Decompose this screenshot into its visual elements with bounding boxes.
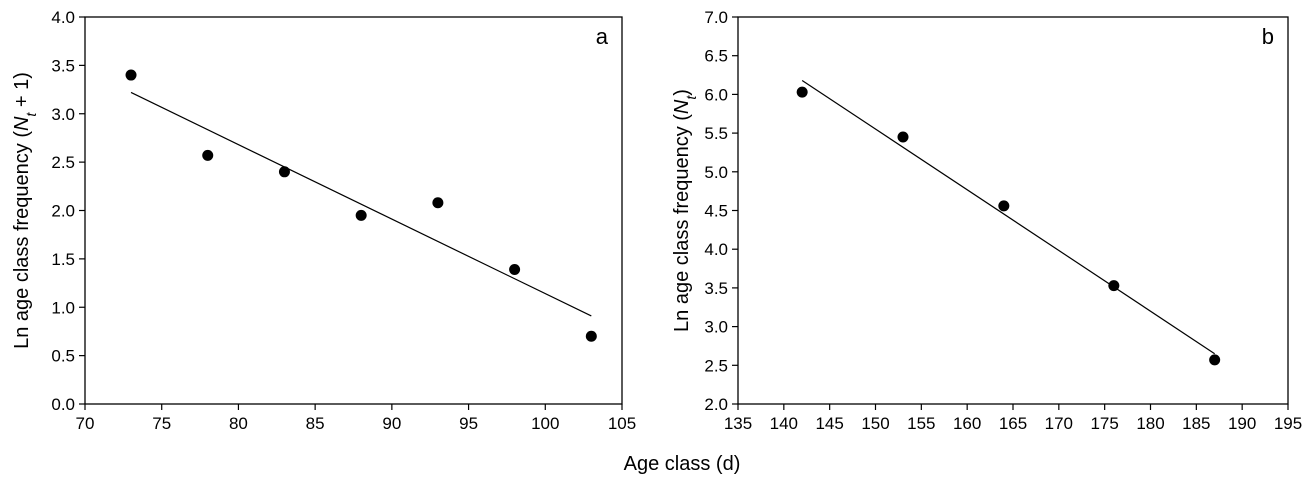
y-axis-title-part: t (23, 112, 39, 117)
y-tick-label: 1.0 (51, 298, 75, 317)
y-tick-label: 5.5 (704, 124, 728, 143)
y-tick-label: 7.0 (704, 8, 728, 27)
panel-label-a: a (596, 24, 609, 49)
y-tick-label: 3.5 (704, 279, 728, 298)
y-tick-label: 2.0 (704, 395, 728, 414)
data-point (202, 149, 214, 161)
data-point (355, 209, 367, 221)
x-tick-label: 75 (152, 414, 171, 433)
regression-line (801, 79, 1215, 355)
y-tick-label: 6.5 (704, 47, 728, 66)
x-tick-label: 135 (724, 414, 752, 433)
x-tick-label: 190 (1228, 414, 1256, 433)
y-axis-title-part: t (683, 95, 699, 100)
x-axis-title: Age class (d) (624, 453, 741, 475)
y-tick-label: 3.0 (704, 318, 728, 337)
x-tick-label: 95 (459, 414, 478, 433)
y-tick-label: 5.0 (704, 163, 728, 182)
x-tick-label: 185 (1182, 414, 1210, 433)
x-tick-label: 165 (999, 414, 1027, 433)
plot-frame (737, 16, 1289, 405)
y-tick-label: 1.5 (51, 250, 75, 269)
data-point (796, 86, 808, 98)
chart-panel-a: 70 75 80 85 90 95 100 105 0.0 0.5 1.0 1.5 2.0 2.5 3.0 3… (11, 8, 636, 433)
y-axis-title-part: Ln age class frequency ( (11, 131, 33, 349)
y-tick-label: 0.0 (51, 395, 75, 414)
x-tick-label: 170 (1045, 414, 1073, 433)
data-point (125, 69, 137, 81)
y-tick-label: 2.5 (51, 153, 75, 172)
plot-frame (84, 16, 623, 405)
y-tick-label: 3.5 (51, 56, 75, 75)
x-tick-label: 195 (1274, 414, 1302, 433)
x-tick-label: 90 (382, 414, 401, 433)
y-tick-label: 4.5 (704, 202, 728, 221)
x-tick-label: 175 (1090, 414, 1118, 433)
y-tick-label: 6.0 (704, 85, 728, 104)
x-tick-label: 150 (861, 414, 889, 433)
y-tick-label: 3.0 (51, 105, 75, 124)
y-tick-label: 0.5 (51, 347, 75, 366)
data-point (1108, 280, 1120, 292)
y-axis-title-part: N (11, 116, 33, 131)
x-tick-label: 105 (608, 414, 636, 433)
y-axis-title-part: + 1) (11, 72, 33, 113)
y-axis-title-part: ) (671, 89, 693, 96)
y-tick-label: 4.0 (51, 8, 75, 27)
y-tick-label: 2.5 (704, 356, 728, 375)
y-axis-title-part: Ln age class frequency ( (671, 114, 693, 332)
x-tick-label: 155 (907, 414, 935, 433)
x-tick-label: 85 (306, 414, 325, 433)
x-tick-label: 180 (1136, 414, 1164, 433)
x-tick-label: 145 (815, 414, 843, 433)
x-tick-label: 100 (531, 414, 559, 433)
x-tick-label: 70 (76, 414, 95, 433)
data-point (509, 264, 521, 276)
x-tick-label: 80 (229, 414, 248, 433)
regression-line (130, 91, 592, 317)
y-axis-title-part: N (671, 99, 693, 114)
x-tick-label: 160 (953, 414, 981, 433)
data-point (1209, 354, 1221, 366)
data-point (897, 131, 909, 143)
x-tick-label: 140 (770, 414, 798, 433)
y-tick-label: 2.0 (51, 202, 75, 221)
y-axis-title: Ln age class frequency (Nt + 1) (11, 72, 39, 349)
y-tick-label: 4.0 (704, 240, 728, 259)
y-axis-title: Ln age class frequency (Nt) (671, 89, 699, 332)
data-point (432, 197, 444, 209)
data-point (998, 200, 1010, 212)
panel-label-b: b (1262, 24, 1274, 49)
chart-panel-b: 135 140 145 150 155 160 165 170 175 180 185 190 195 2… (671, 8, 1302, 433)
data-point (278, 166, 290, 178)
data-point (585, 330, 597, 342)
